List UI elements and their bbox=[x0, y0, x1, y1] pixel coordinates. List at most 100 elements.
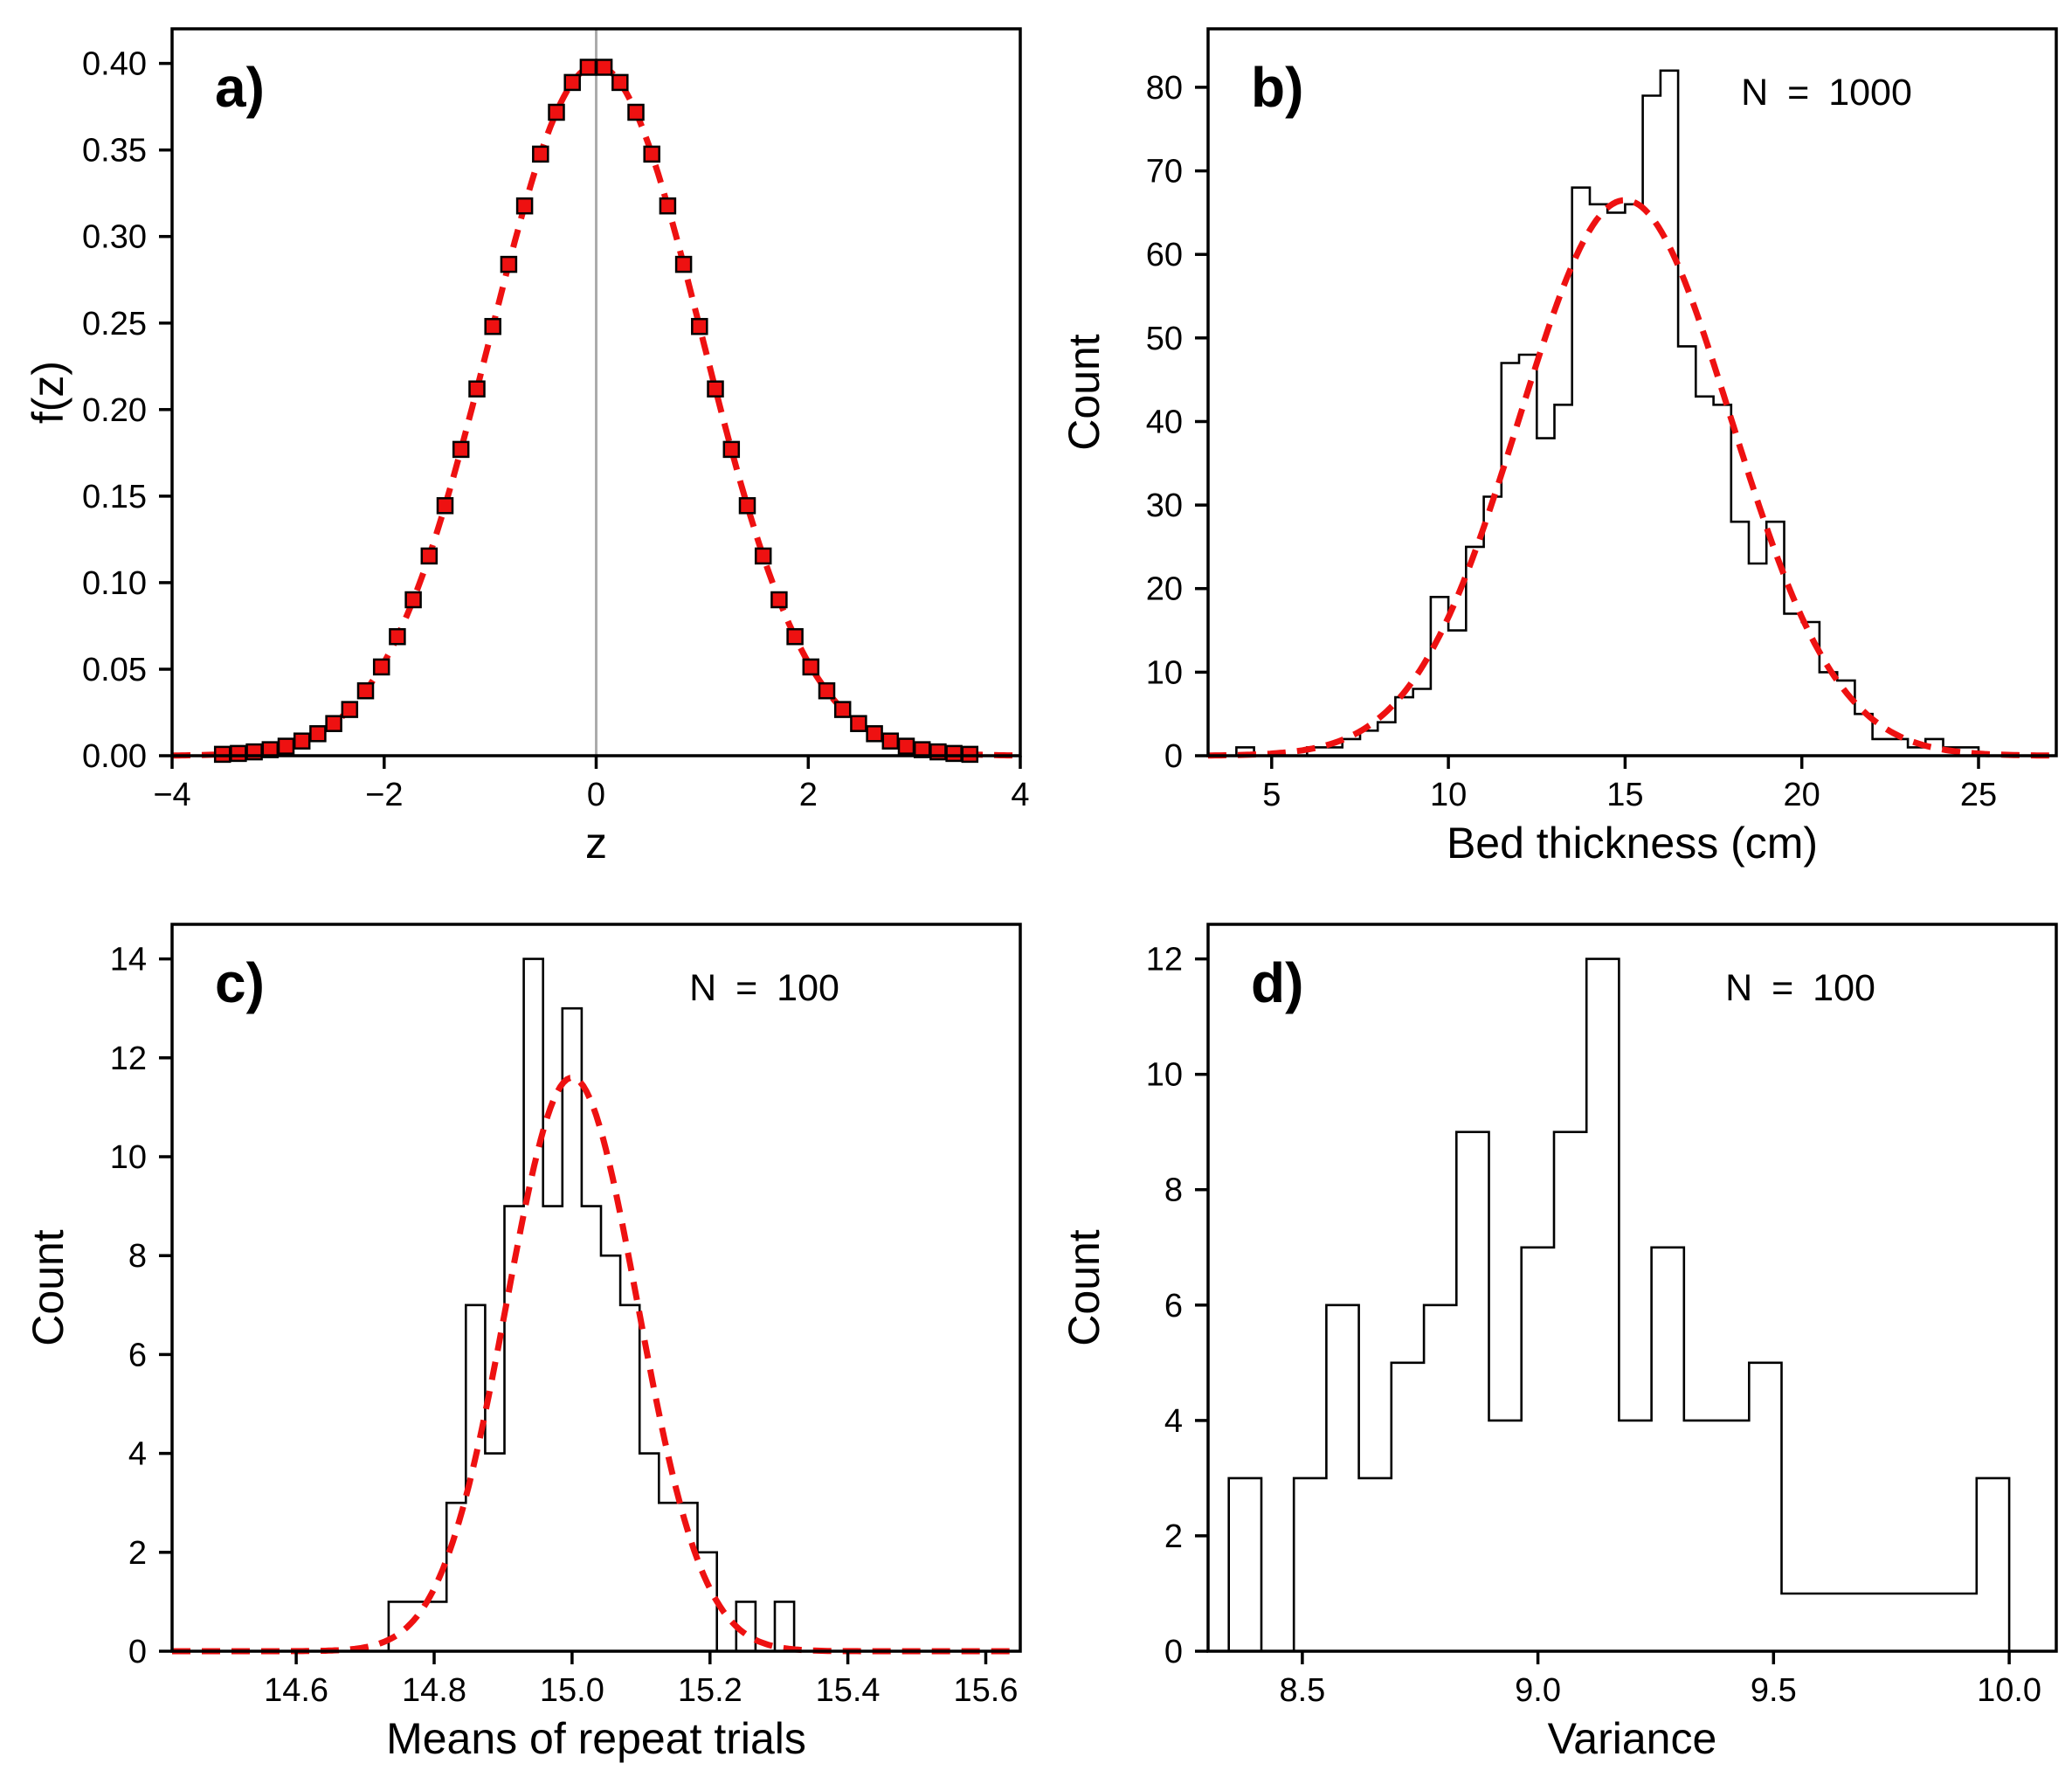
y-tick-label: 0 bbox=[1164, 1634, 1183, 1670]
x-tick-label: 20 bbox=[1784, 777, 1820, 813]
pdf-marker bbox=[818, 681, 836, 700]
pdf-marker bbox=[659, 197, 677, 215]
y-tick-label: 0.25 bbox=[82, 306, 147, 342]
panel-b-plot: 5 10 15 20 25 0 10 20 30 40 50 60 70 80 Bed thickness … bbox=[1060, 27, 2058, 868]
x-tick-label: 14.6 bbox=[264, 1672, 328, 1709]
pdf-marker bbox=[436, 497, 454, 515]
c-sample-size-annotation: N = 100 bbox=[689, 967, 839, 1009]
panel-d: 8.5 9.0 9.5 10.0 0 2 4 6 8 10 12 Variance Count d) N =… bbox=[1036, 896, 2072, 1791]
x-tick-label: 25 bbox=[1960, 777, 1997, 813]
pdf-marker bbox=[500, 255, 518, 273]
pdf-marker bbox=[389, 627, 406, 646]
pdf-marker bbox=[691, 317, 708, 335]
x-tick-label: 10 bbox=[1430, 777, 1467, 813]
pdf-marker bbox=[595, 59, 613, 76]
y-tick-label: 12 bbox=[110, 1041, 147, 1077]
c-y-axis-label: Count bbox=[24, 1229, 73, 1346]
pdf-marker bbox=[611, 73, 629, 92]
x-tick-label: 9.5 bbox=[1751, 1672, 1797, 1709]
y-tick-label: 12 bbox=[1146, 942, 1183, 978]
c-x-axis-label: Means of repeat trials bbox=[386, 1714, 806, 1763]
x-tick-label: 15 bbox=[1606, 777, 1643, 813]
panel-b: 5 10 15 20 25 0 10 20 30 40 50 60 70 80 Bed thickness … bbox=[1036, 0, 2072, 896]
y-tick-label: 10 bbox=[1146, 654, 1183, 691]
pdf-marker bbox=[643, 145, 660, 163]
x-tick-label: 0 bbox=[587, 777, 605, 813]
y-tick-label: 0 bbox=[1164, 738, 1183, 775]
pdf-marker bbox=[674, 255, 693, 273]
pdf-marker bbox=[532, 145, 549, 163]
y-tick-label: 6 bbox=[128, 1337, 147, 1373]
y-tick-label: 0.00 bbox=[82, 738, 147, 775]
panel-a-plot: −4 −2 0 2 4 0.00 0.05 0.10 0.15 0.20 0.25 0.30 0.35 0… bbox=[24, 27, 1030, 868]
d-axes-box bbox=[1206, 923, 2058, 1653]
y-tick-label: 0.05 bbox=[82, 652, 147, 688]
pdf-marker bbox=[372, 658, 390, 676]
b-normal-fit-curve bbox=[1208, 197, 2056, 759]
c-histogram-steps bbox=[387, 958, 796, 1653]
pdf-marker bbox=[484, 317, 501, 335]
pdf-marker bbox=[945, 744, 963, 763]
d-sample-size-annotation: N = 100 bbox=[1725, 967, 1875, 1009]
y-tick-label: 0.35 bbox=[82, 133, 147, 169]
b-panel-letter: b) bbox=[1251, 56, 1303, 119]
y-tick-label: 70 bbox=[1146, 154, 1183, 190]
pdf-marker bbox=[548, 103, 565, 121]
b-x-axis-label: Bed thickness (cm) bbox=[1447, 819, 1818, 868]
x-tick-label: 8.5 bbox=[1279, 1672, 1325, 1709]
x-tick-label: −2 bbox=[365, 777, 403, 813]
pdf-marker bbox=[356, 681, 375, 700]
pdf-marker bbox=[468, 380, 486, 398]
y-tick-label: 80 bbox=[1146, 70, 1183, 107]
pdf-marker bbox=[277, 737, 295, 755]
pdf-marker bbox=[866, 725, 883, 743]
pdf-marker bbox=[722, 440, 741, 459]
x-tick-label: 2 bbox=[799, 777, 818, 813]
y-tick-label: 2 bbox=[1164, 1518, 1183, 1555]
x-tick-label: 9.0 bbox=[1515, 1672, 1561, 1709]
pdf-marker bbox=[738, 497, 756, 515]
pdf-marker bbox=[515, 197, 534, 215]
c-axes-box bbox=[170, 923, 1022, 1653]
a-y-axis-label: f(z) bbox=[24, 361, 73, 424]
d-histogram-steps bbox=[1227, 958, 2011, 1653]
y-tick-label: 60 bbox=[1146, 237, 1183, 273]
pdf-marker bbox=[341, 701, 359, 718]
d-x-axis-label: Variance bbox=[1548, 1714, 1717, 1763]
pdf-marker bbox=[627, 103, 645, 121]
x-tick-label: 14.8 bbox=[402, 1672, 466, 1709]
x-tick-label: 10.0 bbox=[1977, 1672, 2041, 1709]
c-panel-letter: c) bbox=[215, 951, 265, 1014]
pdf-marker bbox=[230, 744, 247, 763]
y-tick-label: 50 bbox=[1146, 321, 1183, 357]
pdf-marker bbox=[420, 547, 439, 565]
y-tick-label: 4 bbox=[128, 1436, 147, 1473]
y-tick-label: 0.30 bbox=[82, 219, 147, 256]
pdf-marker bbox=[802, 658, 820, 676]
x-tick-label: 15.4 bbox=[816, 1672, 881, 1709]
pdf-marker bbox=[404, 591, 422, 609]
pdf-marker bbox=[754, 547, 772, 565]
y-tick-label: 0.40 bbox=[82, 46, 147, 83]
b-sample-size-annotation: N = 1000 bbox=[1741, 72, 1912, 114]
x-tick-label: 5 bbox=[1262, 777, 1281, 813]
pdf-marker bbox=[325, 715, 342, 732]
d-y-axis-label: Count bbox=[1060, 1229, 1109, 1346]
a-panel-letter: a) bbox=[215, 56, 265, 119]
b-axes-box bbox=[1206, 27, 2058, 757]
y-tick-label: 2 bbox=[128, 1535, 147, 1572]
pdf-marker bbox=[850, 715, 867, 732]
y-tick-label: 20 bbox=[1146, 571, 1183, 608]
y-tick-label: 8 bbox=[128, 1238, 147, 1275]
y-tick-label: 8 bbox=[1164, 1172, 1183, 1209]
pdf-marker bbox=[786, 627, 804, 646]
y-tick-label: 0 bbox=[128, 1634, 147, 1670]
pdf-marker bbox=[770, 591, 788, 609]
y-tick-label: 0.15 bbox=[82, 479, 147, 515]
pdf-marker bbox=[707, 380, 724, 398]
x-tick-label: 4 bbox=[1011, 777, 1029, 813]
a-x-axis-label: z bbox=[585, 819, 607, 868]
panel-d-plot: 8.5 9.0 9.5 10.0 0 2 4 6 8 10 12 Variance Count d) N =… bbox=[1060, 923, 2058, 1763]
pdf-marker bbox=[897, 737, 915, 755]
pdf-marker bbox=[833, 701, 852, 718]
